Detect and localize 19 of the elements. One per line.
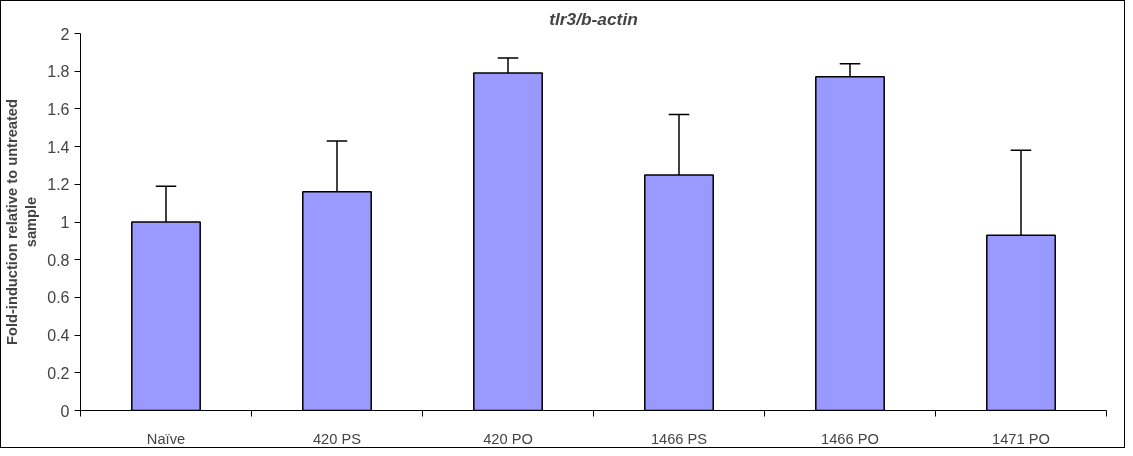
y-tick-label: 0.2: [47, 364, 70, 382]
y-tick-label: 1.8: [47, 63, 70, 81]
x-tick-label: Naïve: [146, 430, 186, 447]
y-tick-label: 0: [60, 402, 70, 420]
x-tick-label: 420 PO: [483, 430, 533, 447]
y-axis-title: Fold-induction relative to untreated sample: [4, 99, 40, 345]
y-tick-label: 1: [60, 214, 70, 231]
y-tick-label: 1.6: [47, 100, 70, 118]
y-tick-label: 1.4: [47, 138, 70, 156]
x-tick-label: 420 PS: [312, 430, 362, 447]
x-tick-label: 1466 PS: [650, 430, 708, 447]
x-tick-label: 1471 PO: [992, 430, 1050, 447]
chart-title: tlr3/b-actin: [549, 8, 638, 29]
y-tick-label: 0.6: [47, 289, 70, 307]
y-tick-label: 2: [60, 25, 70, 43]
y-tick-label: 1.2: [47, 176, 70, 194]
y-tick-label: 0.4: [47, 327, 70, 345]
x-tick-label: 1466 PO: [821, 430, 879, 447]
y-tick-label: 0.8: [47, 251, 70, 269]
